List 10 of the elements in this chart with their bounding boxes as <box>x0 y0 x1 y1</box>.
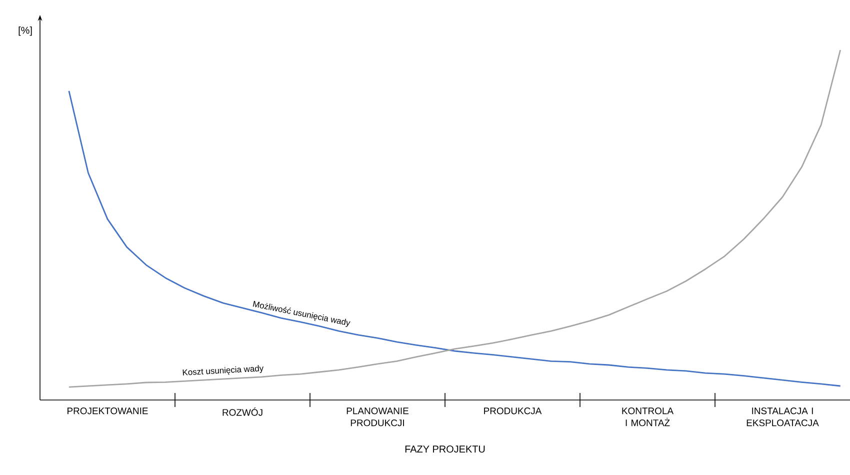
x-tick-label: PLANOWANIE PRODUKCJI <box>346 408 408 426</box>
x-axis-title: FAZY PROJEKTU <box>405 446 485 453</box>
x-tick-label: ROZWÓJ <box>222 408 262 416</box>
series-label: Koszt usunięcia wady <box>182 365 264 376</box>
x-tick-label: PRODUKCJA <box>484 408 542 414</box>
x-tick-label: PROJEKTOWANIE <box>68 408 148 414</box>
y-axis-title: [%] <box>18 26 32 36</box>
x-tick-label: KONTROLA I MONTAŻ <box>622 408 674 426</box>
x-tick-label: INSTALACJA I EKSPLOATACJA <box>746 408 819 426</box>
text: Możliwość usunięcia wady <box>252 300 350 327</box>
